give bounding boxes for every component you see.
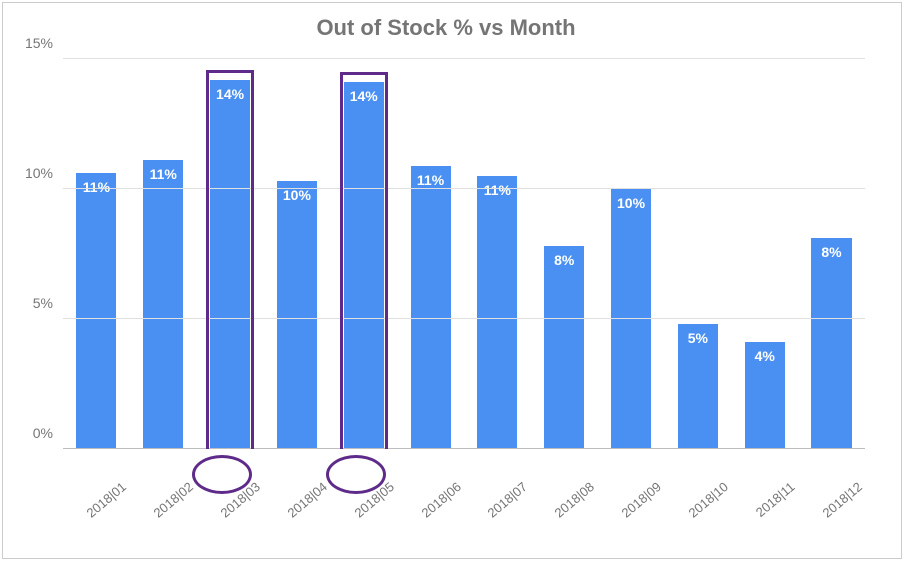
bar-value-label: 5% bbox=[688, 330, 708, 346]
x-label-slot: 2018|02 bbox=[130, 449, 197, 539]
x-tick-label: 2018|06 bbox=[418, 479, 463, 521]
bar-slot: 8% bbox=[531, 59, 598, 449]
x-label-slot: 2018|05 bbox=[330, 449, 397, 539]
x-label-slot: 2018|09 bbox=[598, 449, 665, 539]
bar-slot: 10% bbox=[263, 59, 330, 449]
bar: 4% bbox=[745, 342, 785, 449]
bar-slot: 11% bbox=[130, 59, 197, 449]
bar: 11% bbox=[76, 173, 116, 449]
bar-value-label: 8% bbox=[554, 252, 574, 268]
bar-value-label: 10% bbox=[617, 195, 645, 211]
bar-slot: 11% bbox=[464, 59, 531, 449]
bars-group: 11% 11% 14% 10% 14% 11% 11% 8% 10% 5% 4% 8% bbox=[63, 59, 865, 449]
x-tick-label: 2018|09 bbox=[619, 479, 664, 521]
y-tick-label: 15% bbox=[25, 35, 63, 51]
bar-slot: 5% bbox=[664, 59, 731, 449]
bar-value-label: 4% bbox=[755, 348, 775, 364]
bar-slot: 11% bbox=[63, 59, 130, 449]
x-tick-label: 2018|08 bbox=[552, 479, 597, 521]
bar: 11% bbox=[143, 160, 183, 449]
x-tick-label: 2018|05 bbox=[351, 479, 396, 521]
bar-value-label: 11% bbox=[417, 172, 444, 188]
x-label-slot: 2018|10 bbox=[664, 449, 731, 539]
bar: 5% bbox=[678, 324, 718, 449]
x-tick-label: 2018|01 bbox=[84, 479, 129, 521]
x-label-slot: 2018|11 bbox=[731, 449, 798, 539]
bar: 14% bbox=[344, 82, 384, 449]
plot-area: 11%11%14%10%14%11%11%8%10%5%4%8% 0%5%10%… bbox=[63, 59, 865, 449]
bar: 10% bbox=[277, 181, 317, 449]
chart-container: Out of Stock % vs Month 11%11%14%10%14%1… bbox=[2, 2, 902, 559]
x-label-slot: 2018|08 bbox=[531, 449, 598, 539]
bar-slot: 14% bbox=[197, 59, 264, 449]
x-label-slot: 2018|01 bbox=[63, 449, 130, 539]
bar-value-label: 14% bbox=[216, 86, 244, 102]
x-label-slot: 2018|06 bbox=[397, 449, 464, 539]
x-label-slot: 2018|03 bbox=[197, 449, 264, 539]
bar-value-label: 11% bbox=[150, 166, 177, 182]
y-tick-label: 5% bbox=[33, 295, 63, 311]
y-tick-label: 10% bbox=[25, 165, 63, 181]
bar: 11% bbox=[477, 176, 517, 449]
bar-slot: 11% bbox=[397, 59, 464, 449]
bar: 8% bbox=[544, 246, 584, 449]
bar-slot: 4% bbox=[731, 59, 798, 449]
x-tick-label: 2018|02 bbox=[151, 479, 196, 521]
grid-line bbox=[63, 58, 865, 59]
bar-slot: 8% bbox=[798, 59, 865, 449]
x-label-slot: 2018|04 bbox=[263, 449, 330, 539]
bar-value-label: 8% bbox=[821, 244, 841, 260]
bar-slot: 10% bbox=[598, 59, 665, 449]
x-tick-label: 2018|07 bbox=[485, 479, 530, 521]
x-label-slot: 2018|07 bbox=[464, 449, 531, 539]
x-tick-label: 2018|04 bbox=[284, 479, 329, 521]
x-axis-labels: 2018|01 2018|02 2018|03 2018|04 2018|05 2018|… bbox=[63, 449, 865, 539]
x-tick-label: 2018|03 bbox=[218, 479, 263, 521]
bar: 8% bbox=[811, 238, 851, 449]
bar: 11% bbox=[411, 166, 451, 449]
chart-title: Out of Stock % vs Month bbox=[15, 15, 877, 41]
bar-value-label: 14% bbox=[350, 88, 378, 104]
bar: 14% bbox=[210, 80, 250, 449]
x-tick-label: 2018|12 bbox=[819, 479, 864, 521]
bar-value-label: 11% bbox=[484, 182, 511, 198]
y-tick-label: 0% bbox=[33, 425, 63, 441]
grid-line bbox=[63, 318, 865, 319]
grid-line bbox=[63, 188, 865, 189]
x-tick-label: 2018|10 bbox=[685, 479, 730, 521]
bar-slot: 14% bbox=[330, 59, 397, 449]
x-tick-label: 2018|11 bbox=[753, 479, 798, 520]
bar-value-label: 10% bbox=[283, 187, 311, 203]
x-label-slot: 2018|12 bbox=[798, 449, 865, 539]
